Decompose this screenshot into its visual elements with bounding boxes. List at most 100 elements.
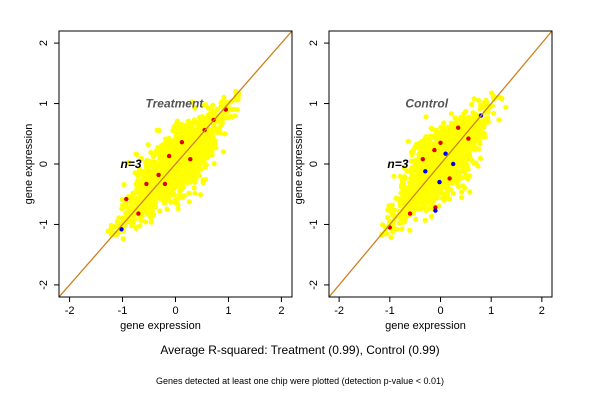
data-point xyxy=(181,193,187,199)
data-point xyxy=(459,189,465,195)
data-point xyxy=(177,134,184,140)
outlier-point xyxy=(433,205,438,210)
data-point xyxy=(443,160,449,166)
data-point xyxy=(179,175,185,181)
data-point xyxy=(172,200,178,206)
data-point xyxy=(411,177,417,183)
plot-area xyxy=(59,31,292,297)
data-point xyxy=(149,209,155,215)
data-point xyxy=(120,236,126,242)
data-point xyxy=(169,145,175,151)
panel-title: Treatment xyxy=(146,97,205,111)
data-point xyxy=(145,142,151,148)
y-axis-label: gene expression xyxy=(293,124,305,205)
data-point xyxy=(182,139,188,145)
data-point xyxy=(379,232,385,239)
data-point xyxy=(136,167,142,173)
data-point xyxy=(138,155,144,161)
outlier-point xyxy=(136,211,141,216)
data-point xyxy=(144,158,150,164)
data-point xyxy=(441,197,447,203)
data-point xyxy=(409,186,415,192)
data-point xyxy=(461,166,467,172)
data-point xyxy=(179,165,185,171)
data-point xyxy=(503,104,509,110)
data-point xyxy=(164,185,170,191)
data-point xyxy=(431,156,437,162)
data-point xyxy=(438,136,444,142)
point-cloud xyxy=(105,88,242,242)
data-point xyxy=(150,168,157,174)
data-point xyxy=(220,149,226,155)
data-point xyxy=(380,222,386,228)
data-point xyxy=(450,124,456,130)
data-point xyxy=(417,180,423,186)
data-point xyxy=(428,125,434,131)
data-point xyxy=(211,161,217,167)
data-point xyxy=(190,126,196,132)
outlier-point xyxy=(451,161,456,167)
data-point xyxy=(152,200,158,206)
data-point xyxy=(219,99,225,105)
data-point xyxy=(163,140,169,146)
data-point xyxy=(390,229,396,235)
x-tick-label: -2 xyxy=(334,305,344,317)
data-point xyxy=(464,124,470,130)
data-point xyxy=(196,152,202,158)
data-point xyxy=(477,155,483,161)
data-point xyxy=(421,194,427,201)
data-point xyxy=(162,136,169,142)
data-point xyxy=(154,127,160,133)
data-point xyxy=(176,153,182,159)
data-point xyxy=(447,186,453,193)
x-axis-label: gene expression xyxy=(385,320,466,332)
data-point xyxy=(190,143,196,149)
data-point xyxy=(438,124,444,130)
data-point xyxy=(197,114,203,120)
data-point xyxy=(205,115,212,121)
data-point xyxy=(186,199,192,205)
outlier-point xyxy=(447,176,452,181)
data-point xyxy=(175,126,181,132)
data-point xyxy=(471,147,477,153)
data-point xyxy=(420,176,426,182)
data-point xyxy=(108,222,114,229)
data-point xyxy=(388,234,394,240)
x-tick-label: 1 xyxy=(488,305,494,317)
outlier-point xyxy=(432,147,437,153)
data-point xyxy=(143,219,149,225)
data-point xyxy=(228,107,234,113)
data-point xyxy=(445,145,451,151)
y-tick-label: 2 xyxy=(38,40,50,46)
data-point xyxy=(447,157,453,163)
data-point xyxy=(491,110,497,116)
data-point xyxy=(134,197,141,203)
data-point xyxy=(438,184,444,190)
average-r-squared-caption: Average R-squared: Treatment (0.99), Con… xyxy=(160,343,440,357)
data-point xyxy=(454,117,460,123)
data-point xyxy=(442,176,448,182)
outlier-point xyxy=(179,140,185,145)
data-point xyxy=(489,90,495,96)
data-point xyxy=(184,179,190,186)
data-point xyxy=(150,153,156,159)
data-point xyxy=(451,129,457,135)
data-point xyxy=(123,204,129,210)
data-point xyxy=(417,206,423,212)
data-point xyxy=(443,135,449,141)
y-tick-label: 1 xyxy=(308,100,320,106)
panel-title: Control xyxy=(405,97,448,111)
data-point xyxy=(190,177,197,183)
detection-note-caption: Genes detected at least one chip were pl… xyxy=(156,376,444,386)
data-point xyxy=(133,224,139,230)
data-point xyxy=(174,139,180,145)
data-point xyxy=(415,176,421,182)
data-point xyxy=(177,169,183,175)
data-point xyxy=(191,185,197,191)
data-point xyxy=(168,199,174,205)
data-point xyxy=(221,94,227,100)
data-point xyxy=(416,195,422,201)
data-point xyxy=(463,108,469,114)
data-point xyxy=(157,177,163,183)
data-point xyxy=(173,134,179,140)
